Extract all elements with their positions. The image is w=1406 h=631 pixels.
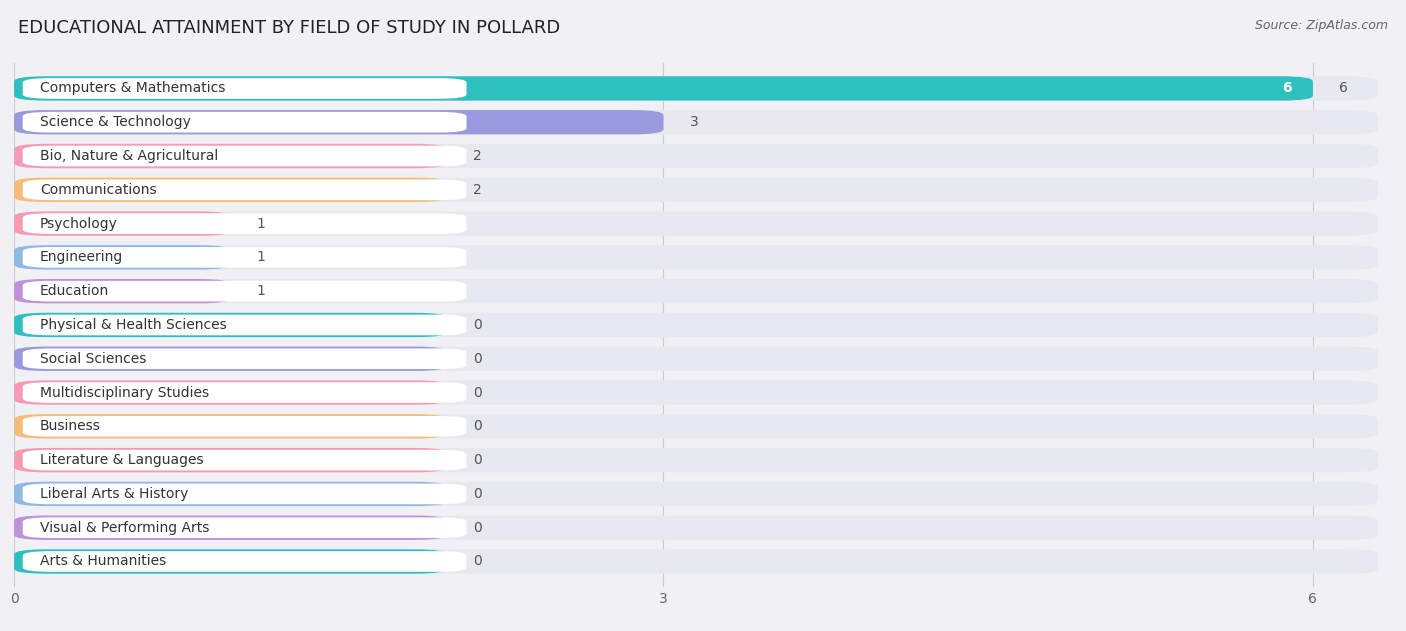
FancyBboxPatch shape [22,450,467,471]
Text: Source: ZipAtlas.com: Source: ZipAtlas.com [1254,19,1388,32]
FancyBboxPatch shape [14,346,1378,371]
FancyBboxPatch shape [14,313,447,337]
FancyBboxPatch shape [22,179,467,200]
Text: 0: 0 [472,521,482,534]
FancyBboxPatch shape [14,144,447,168]
Text: 0: 0 [472,351,482,366]
FancyBboxPatch shape [14,279,1378,304]
FancyBboxPatch shape [22,483,467,504]
Text: Liberal Arts & History: Liberal Arts & History [39,487,188,501]
FancyBboxPatch shape [22,382,467,403]
Text: 0: 0 [472,420,482,433]
FancyBboxPatch shape [14,516,1378,540]
FancyBboxPatch shape [22,247,467,268]
FancyBboxPatch shape [22,146,467,167]
FancyBboxPatch shape [22,315,467,335]
Text: 0: 0 [472,453,482,467]
Text: 1: 1 [256,251,266,264]
Text: 2: 2 [472,183,482,197]
FancyBboxPatch shape [14,178,447,202]
FancyBboxPatch shape [14,380,1378,404]
FancyBboxPatch shape [14,245,1378,269]
FancyBboxPatch shape [14,279,231,304]
FancyBboxPatch shape [14,76,1378,100]
FancyBboxPatch shape [14,380,447,404]
Text: Physical & Health Sciences: Physical & Health Sciences [39,318,226,332]
Text: Computers & Mathematics: Computers & Mathematics [39,81,225,95]
FancyBboxPatch shape [14,178,1378,202]
FancyBboxPatch shape [14,448,447,472]
Text: 1: 1 [256,216,266,230]
Text: Visual & Performing Arts: Visual & Performing Arts [39,521,209,534]
FancyBboxPatch shape [22,517,467,538]
Text: Bio, Nature & Agricultural: Bio, Nature & Agricultural [39,149,218,163]
FancyBboxPatch shape [14,448,1378,472]
Text: Multidisciplinary Studies: Multidisciplinary Studies [39,386,209,399]
Text: Engineering: Engineering [39,251,124,264]
FancyBboxPatch shape [14,481,1378,506]
FancyBboxPatch shape [14,346,447,371]
Text: Business: Business [39,420,101,433]
FancyBboxPatch shape [14,110,1378,134]
Text: 2: 2 [472,149,482,163]
Text: 1: 1 [256,284,266,298]
Text: 6: 6 [1339,81,1348,95]
Text: Communications: Communications [39,183,156,197]
Text: 6: 6 [1282,81,1291,95]
FancyBboxPatch shape [14,313,1378,337]
FancyBboxPatch shape [14,245,231,269]
FancyBboxPatch shape [14,414,447,439]
FancyBboxPatch shape [22,78,467,99]
Text: 3: 3 [689,115,699,129]
FancyBboxPatch shape [22,112,467,133]
FancyBboxPatch shape [22,281,467,302]
FancyBboxPatch shape [14,110,664,134]
FancyBboxPatch shape [22,348,467,369]
Text: 0: 0 [472,318,482,332]
FancyBboxPatch shape [22,551,467,572]
Text: Arts & Humanities: Arts & Humanities [39,555,166,569]
Text: 0: 0 [472,487,482,501]
FancyBboxPatch shape [14,144,1378,168]
FancyBboxPatch shape [14,516,447,540]
Text: 0: 0 [472,386,482,399]
FancyBboxPatch shape [14,481,447,506]
FancyBboxPatch shape [14,550,447,574]
Text: Literature & Languages: Literature & Languages [39,453,204,467]
FancyBboxPatch shape [22,213,467,234]
FancyBboxPatch shape [22,416,467,437]
Text: 0: 0 [472,555,482,569]
Text: Science & Technology: Science & Technology [39,115,191,129]
FancyBboxPatch shape [14,211,1378,236]
FancyBboxPatch shape [14,76,1313,100]
FancyBboxPatch shape [14,414,1378,439]
Text: Psychology: Psychology [39,216,118,230]
FancyBboxPatch shape [14,550,1378,574]
Text: Education: Education [39,284,110,298]
Text: Social Sciences: Social Sciences [39,351,146,366]
FancyBboxPatch shape [14,211,231,236]
Text: EDUCATIONAL ATTAINMENT BY FIELD OF STUDY IN POLLARD: EDUCATIONAL ATTAINMENT BY FIELD OF STUDY… [18,19,561,37]
